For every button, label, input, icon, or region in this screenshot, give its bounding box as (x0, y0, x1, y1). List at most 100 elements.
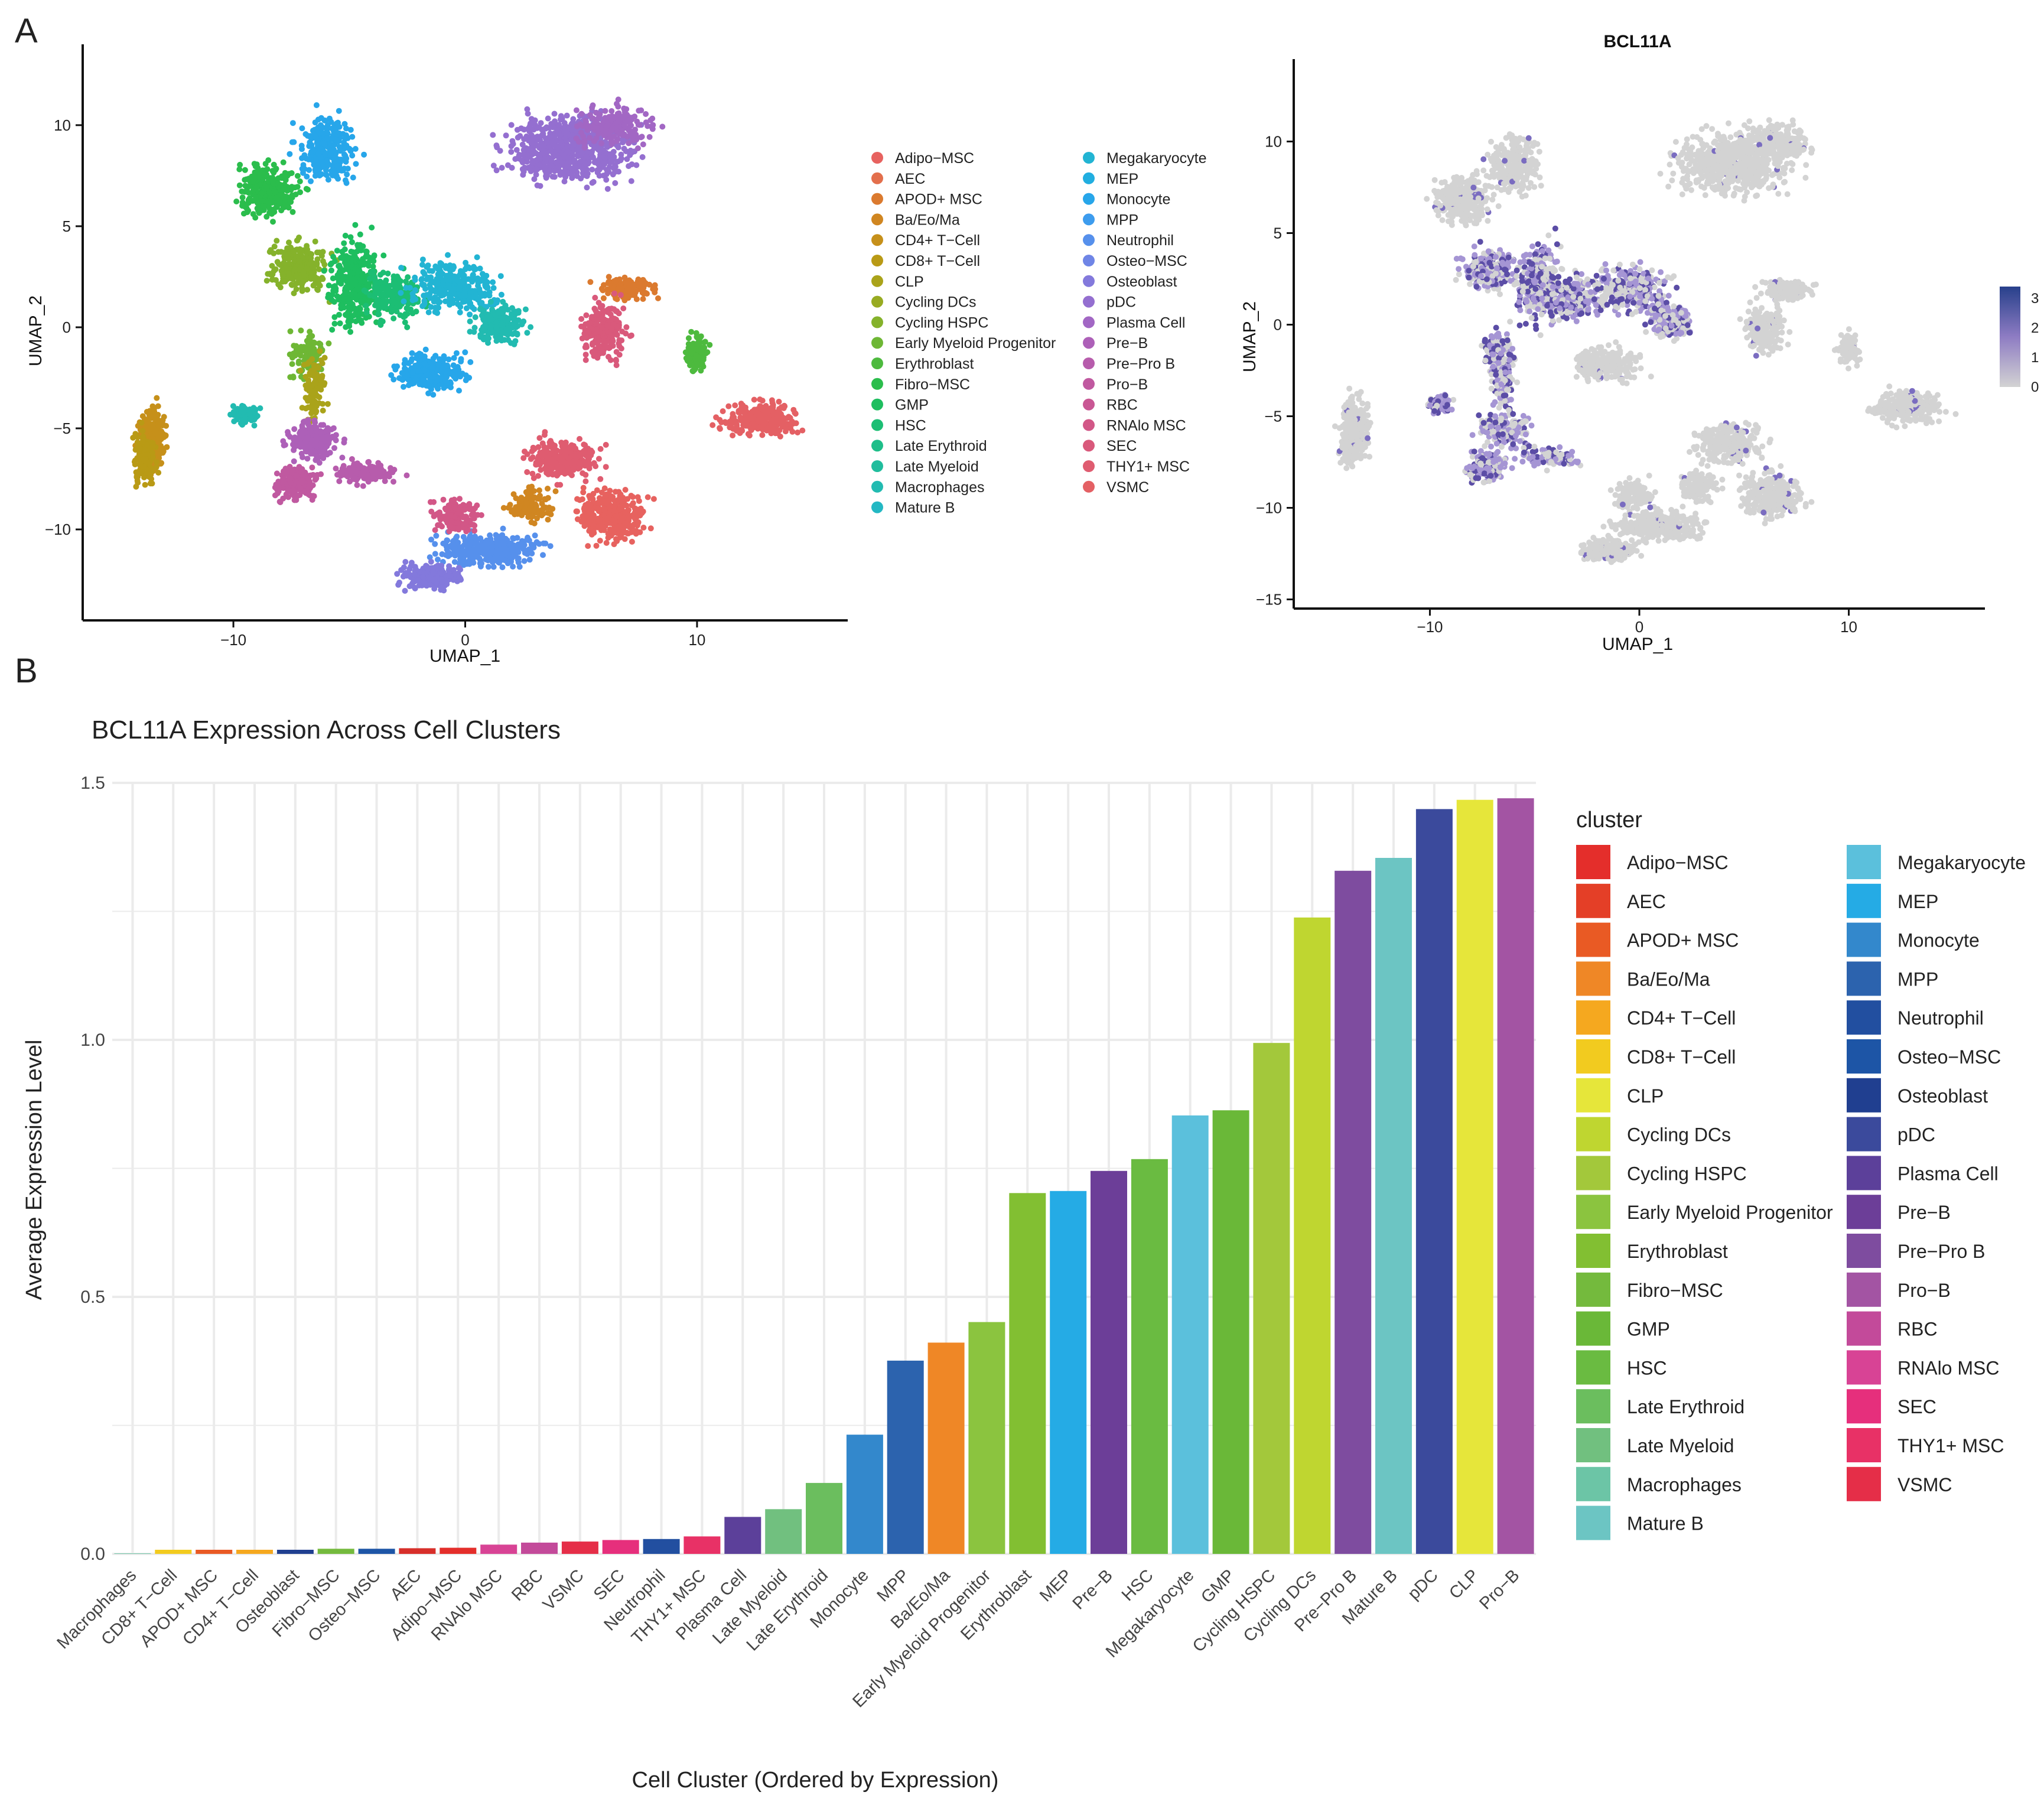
umap-cell-point (640, 296, 646, 302)
umap-cell-point (149, 450, 155, 456)
umap-cell-point (631, 128, 637, 134)
umap-cell-point (371, 252, 377, 259)
umap-cell-point (231, 418, 237, 425)
umap-cell-point (550, 124, 556, 131)
umap-cell-point (608, 159, 615, 165)
umap-cell-point (595, 339, 601, 345)
umap-cell-point (273, 277, 279, 283)
umap-cell-point (357, 242, 363, 248)
umap-cell-point (354, 482, 360, 488)
umap-cell-point (581, 139, 588, 145)
umap-cell-point (730, 432, 736, 438)
umap-cell-point (695, 341, 701, 347)
umap-cell-point (529, 136, 536, 142)
umap-cell-point (489, 306, 495, 313)
umap-cell-point (344, 266, 351, 272)
umap-cell-point (323, 118, 329, 124)
umap-cell-point (651, 283, 657, 290)
umap-cell-point (270, 180, 276, 186)
umap-cell-point (289, 120, 296, 126)
umap-cell-point (603, 177, 610, 183)
umap-cell-point (524, 330, 530, 336)
umap-cell-point (556, 155, 563, 162)
umap-cell-point (427, 282, 433, 288)
umap-cell-point (245, 197, 252, 203)
umap-cell-point (305, 377, 311, 383)
umap-cell-point (582, 160, 588, 167)
umap-cell-point (725, 403, 732, 409)
umap-cell-point (437, 264, 443, 270)
umap-cell-point (300, 278, 307, 285)
umap-cell-point (291, 487, 297, 494)
umap-cell-point (311, 276, 318, 282)
umap-cell-point (321, 268, 327, 274)
umap-cell-point (135, 469, 142, 475)
umap-cell-point (272, 189, 278, 196)
umap-cell-point (552, 133, 558, 139)
umap-cell-point (466, 297, 473, 304)
umap-cell-point (301, 344, 307, 350)
umap-cell-point (615, 285, 621, 292)
umap-cell-point (319, 450, 326, 456)
umap-cell-point (295, 358, 302, 365)
umap-cell-point (282, 198, 289, 204)
umap-cell-point (683, 355, 689, 362)
umap-cell-point (255, 200, 261, 206)
umap-cell-point (525, 152, 531, 159)
umap-cell-point (363, 314, 369, 321)
umap-cell-point (136, 445, 143, 451)
umap-cell-point (250, 405, 257, 411)
umap-cell-point (139, 428, 146, 434)
umap-cell-point (138, 419, 145, 426)
umap-cell-point (340, 131, 346, 137)
umap-cell-point (519, 141, 526, 148)
umap-cell-point (315, 365, 322, 371)
umap-cell-point (298, 327, 304, 334)
umap-cell-point (630, 133, 636, 139)
umap-cell-point (242, 167, 248, 173)
umap-cell-point (148, 412, 154, 418)
umap-cell-point (626, 119, 632, 125)
umap-cell-point (367, 275, 373, 282)
umap-cell-point (132, 461, 138, 467)
umap-cell-point (388, 465, 393, 471)
umap-cell-point (261, 171, 267, 178)
umap-cell-point (609, 113, 615, 119)
umap-cell-point (582, 357, 589, 363)
umap-cell-point (150, 421, 156, 427)
umap-cell-point (302, 131, 309, 137)
umap-cell-point (480, 326, 486, 332)
umap-cell-point (527, 121, 533, 127)
umap-cell-point (349, 134, 356, 140)
panel-label-a: A (15, 12, 38, 50)
umap-cell-point (768, 430, 774, 437)
umap-cell-point (252, 169, 258, 175)
umap-cell-point (329, 327, 336, 333)
umap-cell-point (639, 154, 646, 160)
umap-cell-point (606, 353, 611, 360)
umap-cell-point (265, 157, 272, 164)
umap-cell-point (308, 333, 315, 339)
umap-cell-point (505, 307, 511, 313)
umap-cell-point (379, 284, 386, 291)
umap-cell-point (352, 146, 359, 152)
umap-cell-point (442, 265, 449, 271)
umap-cell-point (435, 300, 442, 306)
umap-cell-point (467, 318, 473, 324)
umap-cell-point (442, 298, 448, 304)
umap-cell-point (587, 112, 593, 118)
umap-cell-point (614, 331, 620, 338)
umap-cell-point (334, 120, 340, 126)
umap-cell-point (595, 114, 602, 121)
umap-cell-point (556, 164, 562, 170)
umap-cell-point (358, 470, 364, 477)
umap-cell-point (688, 329, 695, 335)
umap-cell-point (608, 108, 615, 114)
umap-cell-point (578, 110, 585, 117)
umap-cell-point (353, 255, 359, 262)
umap-cell-point (142, 482, 148, 488)
umap-cell-point (601, 316, 607, 323)
umap-cell-point (444, 272, 450, 279)
umap-cell-point (341, 296, 347, 303)
umap-cell-point (257, 207, 263, 214)
